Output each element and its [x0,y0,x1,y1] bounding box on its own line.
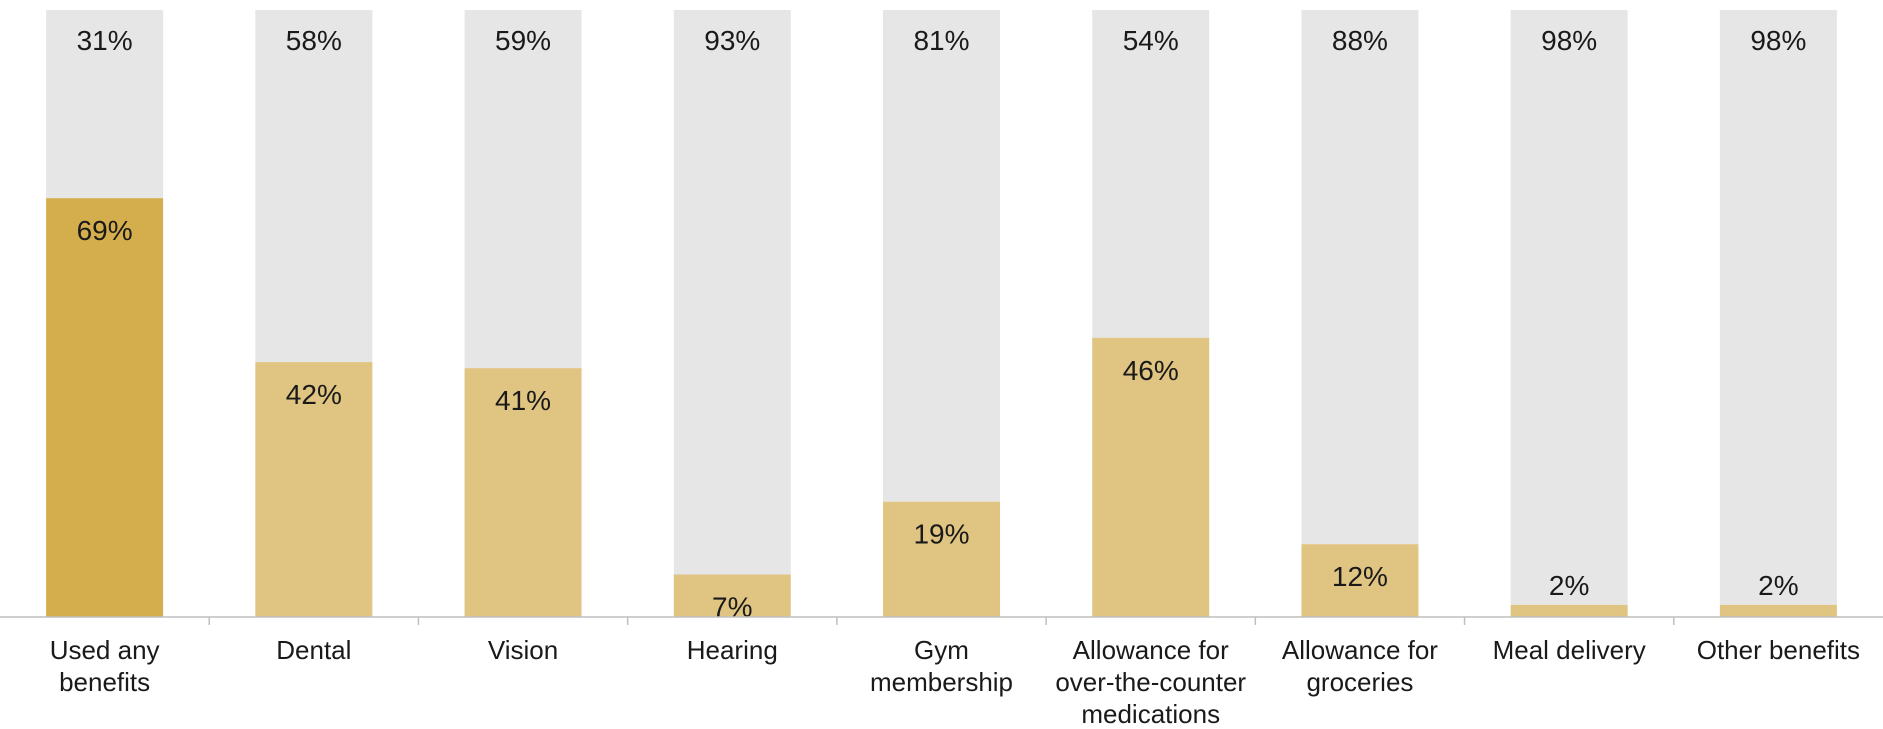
data-label-used: 42% [286,379,342,410]
bar-segment-used [464,368,582,617]
category-label: Hearing [687,635,778,665]
category-label: Allowance for over-the-counter medications [1055,635,1246,729]
bar-segment-used [1301,544,1419,617]
category-label: Meal delivery [1493,635,1646,665]
data-label-used: 2% [1549,570,1589,601]
data-label-remainder: 98% [1541,25,1597,56]
data-label-used: 7% [712,592,752,623]
bar-segment-remainder [46,10,164,199]
category-label: Dental [276,635,351,665]
data-label-used: 19% [913,519,969,550]
data-label-used: 69% [77,215,133,246]
data-label-remainder: 88% [1332,25,1388,56]
bar-segment-remainder [1510,10,1628,605]
data-label-remainder: 54% [1123,25,1179,56]
data-label-used: 41% [495,385,551,416]
bar-segment-used [255,362,373,617]
bar-segment-remainder [464,10,582,369]
data-label-used: 12% [1332,561,1388,592]
bar-segment-used [883,501,1000,617]
bar-segment-used [1510,604,1628,617]
category-label: Gym membership [870,635,1013,697]
bar-segment-remainder [673,10,791,575]
bar-segment-remainder [883,10,1000,502]
bar-segment-remainder [255,10,373,363]
data-label-remainder: 58% [286,25,342,56]
data-label-remainder: 81% [913,25,969,56]
data-label-used: 46% [1123,355,1179,386]
category-label: Other benefits [1697,635,1860,665]
bar-segment-used [1719,604,1837,617]
data-label-used: 2% [1758,570,1798,601]
category-label: Allowance for groceries [1282,635,1438,697]
bar-segment-remainder [1301,10,1419,545]
bar-segment-remainder [1092,10,1210,338]
data-label-remainder: 98% [1750,25,1806,56]
bar-segment-used [46,198,164,618]
data-label-remainder: 31% [77,25,133,56]
bar-segment-used [673,574,791,617]
data-label-remainder: 93% [704,25,760,56]
data-label-remainder: 59% [495,25,551,56]
category-label: Vision [488,635,558,665]
bar-segment-remainder [1719,10,1837,605]
category-label: Used any benefits [50,635,160,697]
bar-segment-used [1092,337,1210,617]
